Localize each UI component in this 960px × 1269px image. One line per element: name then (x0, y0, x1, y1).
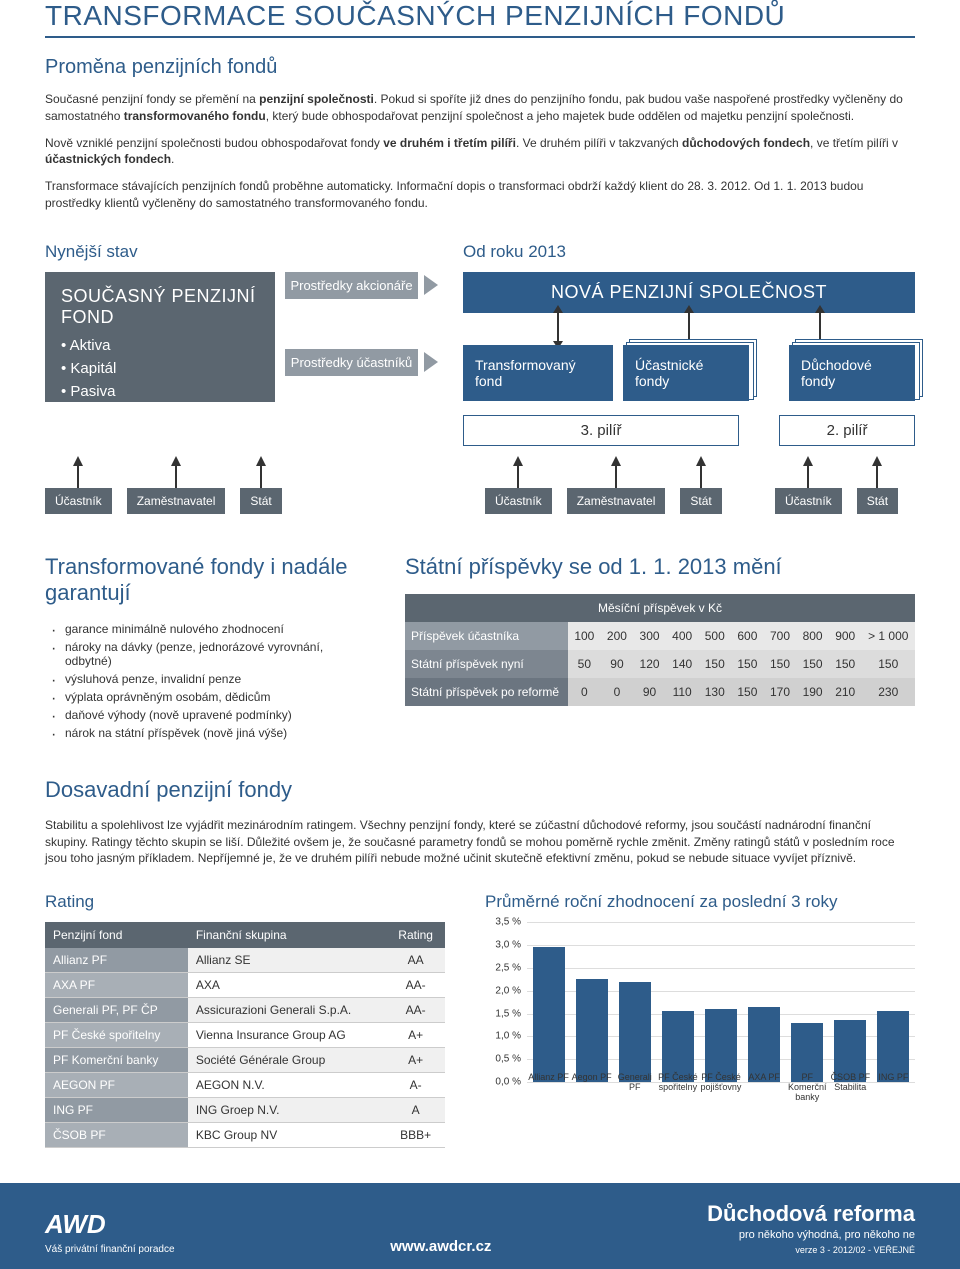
rating-row: PF České spořitelnyVienna Insurance Grou… (45, 1023, 445, 1048)
transformation-diagram: Nynější stav SOUČASNÝ PENZIJNÍ FOND Akti… (45, 242, 915, 446)
pillar-3-box: 3. pilíř (463, 415, 739, 446)
returns-bar-chart: 3,5 %3,0 %2,5 %2,0 %1,5 %1,0 %0,5 %0,0 %… (485, 922, 915, 1102)
current-fund-box: SOUČASNÝ PENZIJNÍ FOND AktivaKapitálPasi… (45, 272, 275, 402)
chart-bar (576, 979, 608, 1082)
guarantee-title: Transformované fondy i nadále garantují (45, 554, 365, 606)
rating-row: ING PFING Groep N.V.A (45, 1098, 445, 1123)
guarantee-item: garance minimálně nulového zhodnocení (45, 620, 365, 638)
intro-para-1: Současné penzijní fondy se přemění na pe… (45, 91, 915, 125)
actor-box: Stát (857, 488, 898, 514)
current-fund-item: Aktiva (61, 334, 259, 357)
page-footer: AWD Váš privátní finanční poradce www.aw… (0, 1183, 960, 1269)
rating-row: AXA PFAXAAA- (45, 973, 445, 998)
guarantee-item: daňové výhody (nově upravené podmínky) (45, 706, 365, 724)
current-fund-item: Pasiva (61, 380, 259, 403)
chart-bar (533, 947, 565, 1082)
actor-box: Účastník (775, 488, 842, 514)
diagram-right-header: Od roku 2013 (463, 242, 915, 262)
rating-row: PF Komerční bankySociété Générale GroupA… (45, 1048, 445, 1073)
guarantee-item: nárok na státní příspěvek (nově jiná výš… (45, 724, 365, 742)
shareholder-funds-box: Prostředky akcionáře (285, 272, 418, 299)
participant-funds-box: Účastnické fondy (623, 345, 749, 401)
intro-para-3: Transformace stávajících penzijních fond… (45, 178, 915, 212)
actor-box: Zaměstnavatel (127, 488, 226, 514)
participant-funds-box: Prostředky účastníků (285, 349, 418, 376)
pillar-2-box: 2. pilíř (779, 415, 915, 446)
awd-logo: AWD (45, 1209, 175, 1240)
diagram-left-header: Nynější stav (45, 242, 418, 262)
actor-box: Stát (240, 488, 281, 514)
pension-funds-box: Důchodové fondy (789, 345, 915, 401)
rating-row: ČSOB PFKBC Group NVBBB+ (45, 1123, 445, 1148)
intro-para-2: Nově vzniklé penzijní společnosti budou … (45, 135, 915, 169)
guarantee-item: nároky na dávky (penze, jednorázové vyro… (45, 638, 365, 670)
existing-funds-para: Stabilitu a spolehlivost lze vyjádřit me… (45, 817, 915, 867)
current-fund-item: Kapitál (61, 357, 259, 380)
footer-url: www.awdcr.cz (390, 1238, 491, 1255)
subtitle: Proměna penzijních fondů (45, 56, 915, 79)
contributions-title: Státní příspěvky se od 1. 1. 2013 mění (405, 554, 915, 580)
rating-title: Rating (45, 892, 445, 912)
rating-row: Allianz PFAllianz SEAA (45, 948, 445, 973)
actor-box: Účastník (485, 488, 552, 514)
rating-row: AEGON PFAEGON N.V.A- (45, 1073, 445, 1098)
chart-bar (619, 982, 651, 1083)
guarantee-item: výplata oprávněným osobám, dědicům (45, 688, 365, 706)
actor-box: Účastník (45, 488, 112, 514)
chart-title: Průměrné roční zhodnocení za poslední 3 … (485, 892, 915, 912)
guarantee-item: výsluhová penze, invalidní penze (45, 670, 365, 688)
page-title: TRANSFORMACE SOUČASNÝCH PENZIJNÍCH FONDŮ (45, 0, 915, 38)
chart-bar (748, 1007, 780, 1082)
rating-table: Penzijní fondFinanční skupinaRating Alli… (45, 922, 445, 1148)
contributions-table: Měsíční příspěvek v Kč Příspěvek účastní… (405, 594, 915, 706)
actor-box: Zaměstnavatel (567, 488, 666, 514)
existing-funds-title: Dosavadní penzijní fondy (45, 777, 915, 803)
guarantee-list: garance minimálně nulového zhodnocenínár… (45, 620, 365, 742)
rating-row: Generali PF, PF ČPAssicurazioni Generali… (45, 998, 445, 1023)
transformed-fund-box: Transformovaný fond (463, 345, 613, 401)
